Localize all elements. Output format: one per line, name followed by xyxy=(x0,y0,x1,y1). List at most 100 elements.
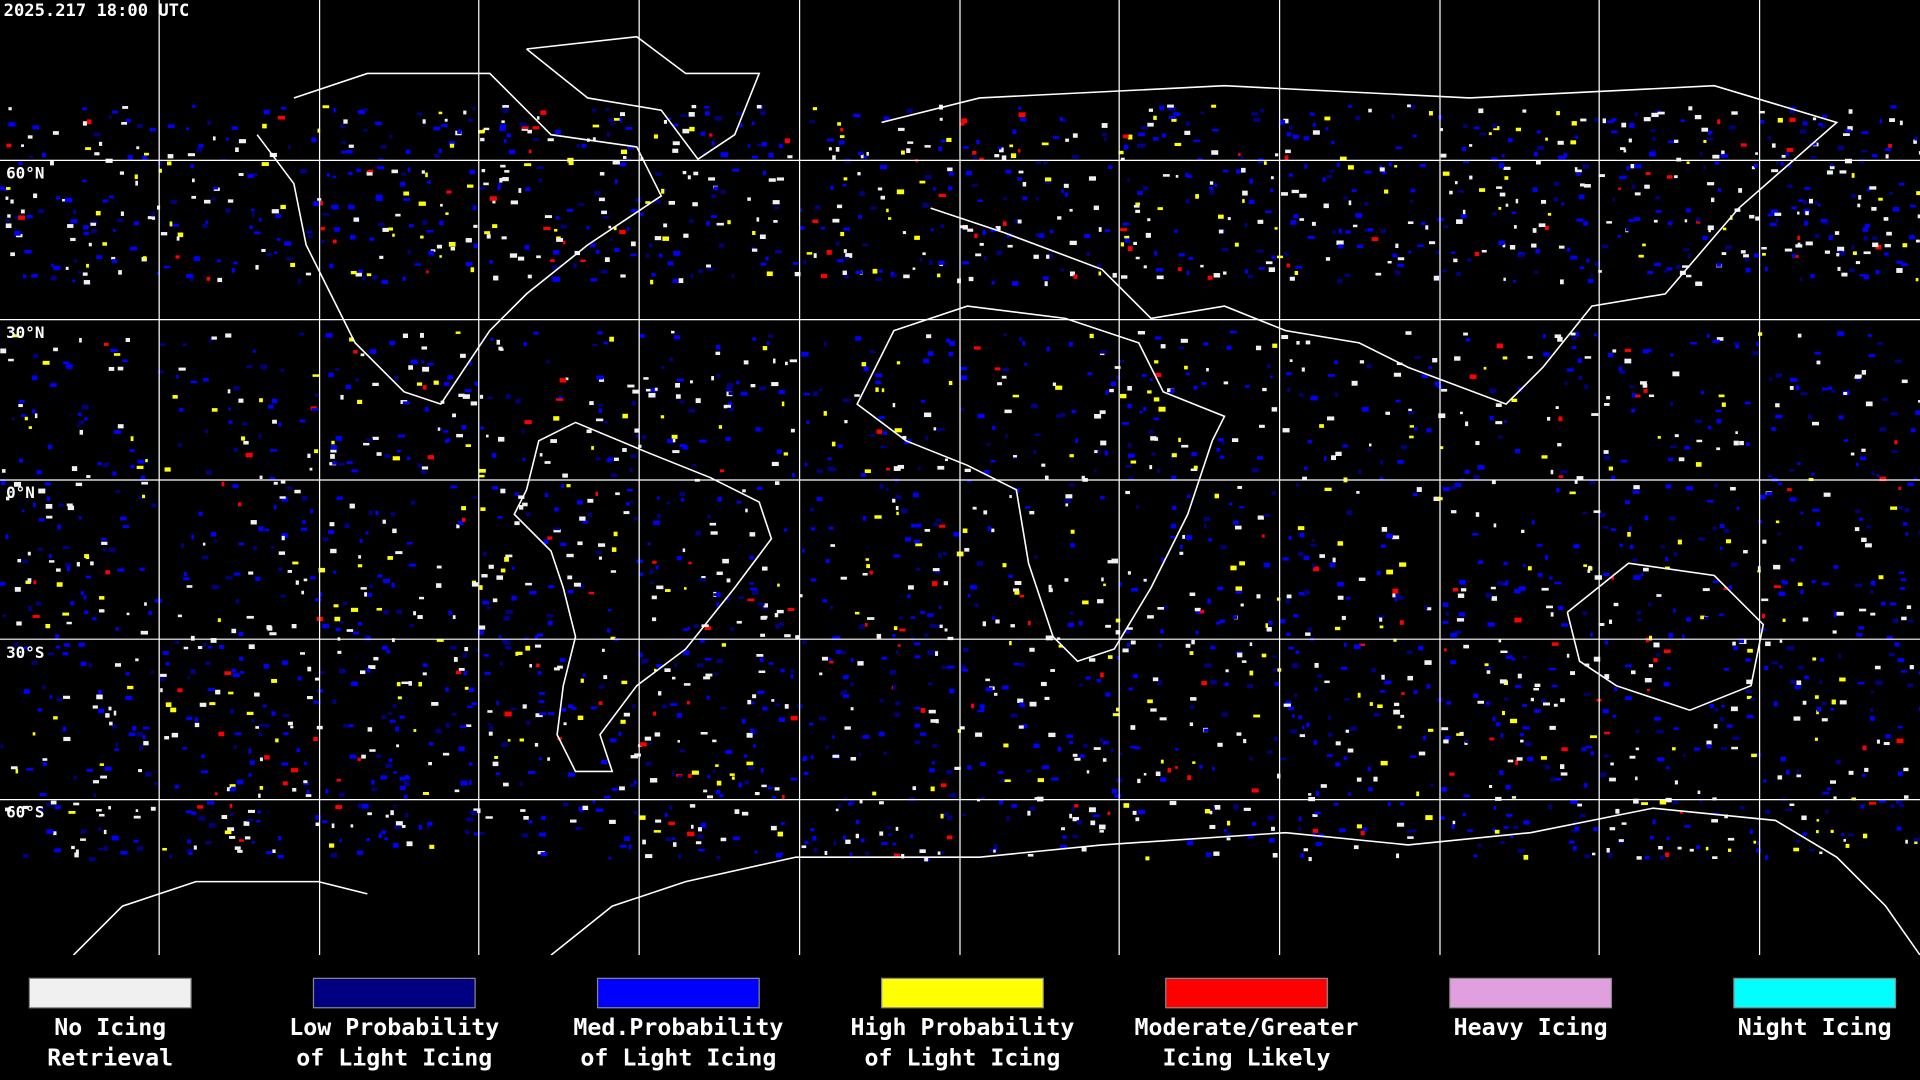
icing-pixel xyxy=(736,620,742,624)
icing-pixel xyxy=(771,382,779,387)
icing-pixel xyxy=(1642,383,1648,388)
icing-pixel xyxy=(1522,703,1528,708)
icing-pixel xyxy=(1571,345,1576,350)
icing-pixel xyxy=(1520,739,1524,743)
icing-pixel xyxy=(1171,475,1177,480)
icing-pixel xyxy=(1397,459,1404,464)
icing-pixel xyxy=(1127,642,1131,648)
icing-pixel xyxy=(1738,188,1743,193)
icing-pixel xyxy=(1593,510,1601,513)
icing-pixel xyxy=(147,216,153,220)
icing-pixel xyxy=(235,598,240,604)
icing-pixel xyxy=(756,217,760,222)
icing-pixel xyxy=(1157,207,1163,211)
icing-pixel xyxy=(1066,734,1074,738)
icing-pixel xyxy=(1886,231,1892,236)
icing-pixel xyxy=(1755,848,1761,853)
icing-pixel xyxy=(1852,251,1857,255)
icing-pixel xyxy=(198,511,203,516)
icing-pixel xyxy=(505,645,512,650)
icing-pixel xyxy=(1716,263,1722,267)
icing-pixel xyxy=(1782,618,1786,622)
icing-pixel xyxy=(92,780,99,784)
icing-pixel xyxy=(795,635,800,640)
icing-pixel xyxy=(1631,408,1636,413)
icing-pixel xyxy=(840,231,845,237)
icing-pixel xyxy=(168,124,175,128)
icing-pixel xyxy=(1797,333,1802,338)
icing-pixel xyxy=(1848,109,1853,114)
icing-pixel xyxy=(100,775,108,779)
icing-pixel xyxy=(1167,104,1174,108)
icing-pixel xyxy=(912,267,916,270)
icing-pixel xyxy=(183,572,187,577)
icing-pixel xyxy=(1832,630,1837,634)
icing-pixel xyxy=(1083,744,1088,748)
icing-pixel xyxy=(667,438,674,444)
icing-pixel xyxy=(693,624,699,628)
icing-pixel xyxy=(1604,402,1610,406)
icing-pixel xyxy=(1553,181,1560,186)
icing-pixel xyxy=(1721,704,1725,708)
icing-pixel xyxy=(1393,709,1400,715)
icing-pixel xyxy=(1906,605,1912,610)
icing-pixel xyxy=(1223,381,1229,385)
icing-pixel xyxy=(328,372,334,378)
icing-pixel xyxy=(1311,221,1316,226)
icing-pixel xyxy=(959,230,962,235)
icing-pixel xyxy=(1752,351,1759,356)
icing-pixel xyxy=(46,515,53,519)
icing-pixel xyxy=(1316,674,1322,678)
icing-pixel xyxy=(1453,258,1458,263)
icing-pixel xyxy=(695,398,701,404)
icing-pixel xyxy=(562,240,566,245)
icing-pixel xyxy=(84,610,89,615)
icing-pixel xyxy=(1244,222,1248,228)
icing-pixel xyxy=(547,757,551,761)
icing-pixel xyxy=(864,469,871,474)
icing-pixel xyxy=(1118,752,1123,756)
icing-pixel xyxy=(375,510,379,516)
icing-pixel xyxy=(704,111,710,116)
icing-pixel xyxy=(1656,653,1661,657)
icing-pixel xyxy=(1114,794,1122,798)
icing-pixel xyxy=(1602,118,1606,124)
icing-pixel xyxy=(1710,197,1715,203)
icing-pixel xyxy=(959,407,964,411)
icing-pixel xyxy=(522,704,527,709)
icing-pixel xyxy=(1555,777,1561,781)
icing-pixel xyxy=(197,646,203,650)
icing-pixel xyxy=(234,732,242,736)
icing-pixel xyxy=(927,682,933,686)
icing-pixel xyxy=(5,807,12,812)
icing-pixel xyxy=(1690,341,1697,345)
icing-pixel xyxy=(1668,140,1675,144)
icing-pixel xyxy=(1147,699,1153,704)
icing-pixel xyxy=(1495,421,1503,425)
icing-pixel xyxy=(65,364,73,369)
icing-pixel xyxy=(174,784,180,789)
icing-pixel xyxy=(557,665,563,669)
icing-pixel xyxy=(133,839,139,843)
icing-pixel xyxy=(465,829,470,835)
icing-pixel xyxy=(210,532,217,537)
icing-pixel xyxy=(1107,811,1111,815)
icing-pixel xyxy=(1555,406,1559,410)
icing-pixel xyxy=(837,122,842,126)
icing-pixel xyxy=(946,769,952,775)
icing-pixel xyxy=(1822,222,1829,225)
icing-pixel xyxy=(1440,153,1447,158)
icing-pixel xyxy=(1682,634,1685,639)
icing-pixel xyxy=(1604,731,1610,735)
icing-pixel xyxy=(1463,794,1470,798)
icing-pixel xyxy=(1088,658,1096,662)
icing-pixel xyxy=(1312,814,1318,817)
icing-pixel xyxy=(998,799,1004,805)
icing-pixel xyxy=(845,253,853,258)
icing-pixel xyxy=(1120,393,1127,399)
icing-pixel xyxy=(821,226,825,230)
icing-pixel xyxy=(1450,632,1458,638)
icing-pixel xyxy=(350,824,354,828)
icing-pixel xyxy=(1219,455,1225,459)
icing-pixel xyxy=(1791,206,1797,210)
